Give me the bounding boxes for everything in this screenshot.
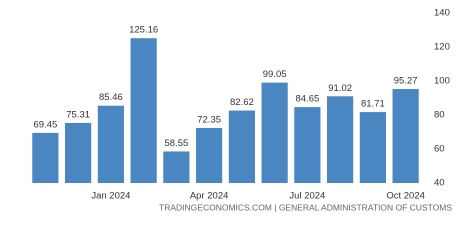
value-label: 58.55	[164, 138, 188, 149]
y-tick-label: 120	[434, 42, 450, 53]
bar	[327, 96, 354, 183]
bar	[196, 128, 223, 183]
bar	[65, 122, 92, 183]
y-tick-label: 60	[434, 144, 445, 155]
x-tick-label: Apr 2024	[190, 191, 229, 202]
value-label: 82.62	[230, 97, 254, 108]
value-label: 81.71	[361, 99, 385, 110]
value-label: 125.16	[129, 25, 158, 36]
bar	[392, 89, 419, 183]
value-label: 84.65	[295, 94, 319, 105]
bar	[130, 38, 157, 184]
x-tick-label: Oct 2024	[386, 191, 425, 202]
y-tick-label: 80	[434, 110, 445, 121]
x-tick-label: Jan 2024	[91, 191, 130, 202]
bar	[97, 105, 124, 183]
value-label: 91.02	[328, 83, 352, 94]
value-label: 69.45	[33, 119, 57, 130]
value-label: 95.27	[394, 76, 418, 87]
bar	[228, 110, 255, 183]
bar	[32, 132, 59, 183]
value-label: 75.31	[66, 109, 90, 120]
bar	[261, 82, 288, 183]
value-label: 85.46	[99, 92, 123, 103]
bar	[294, 107, 321, 183]
y-tick-label: 100	[434, 76, 450, 87]
x-tick-label: Jul 2024	[289, 191, 325, 202]
y-tick-label: 140	[434, 8, 450, 19]
value-label: 99.05	[263, 69, 287, 80]
bar	[359, 112, 386, 183]
bar	[163, 151, 190, 183]
source: TRADINGECONOMICS.COM | GENERAL ADMINISTR…	[159, 202, 452, 212]
y-tick-label: 40	[434, 178, 445, 189]
value-label: 72.35	[197, 115, 221, 126]
chart: TRADINGECONOMICS.COM | GENERAL ADMINISTR…	[32, 8, 452, 212]
